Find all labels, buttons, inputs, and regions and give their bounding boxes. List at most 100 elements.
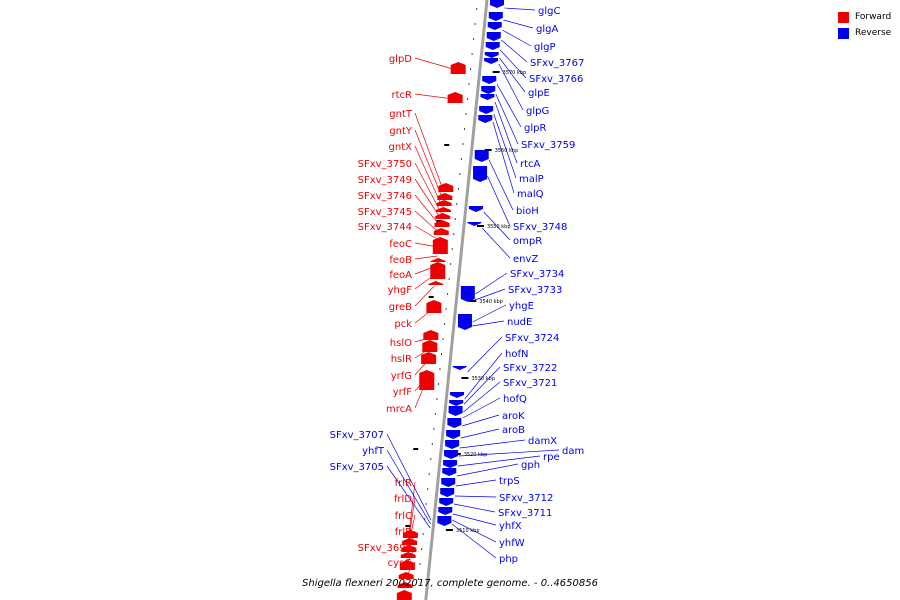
grid-dot [421,548,423,550]
legend-item-forward[interactable]: Forward [838,9,891,25]
reverse-gene-arrow [438,507,453,515]
gene-features [396,0,504,600]
leader-line [472,304,507,323]
grid-dots [418,8,478,580]
reverse-gene-arrow [437,516,452,526]
reverse-gene-arrow [444,450,459,459]
leader-line [481,227,511,259]
grid-dot [467,98,469,100]
leader-line [463,366,501,405]
leader-line [414,112,445,193]
forward-gene-arrow [399,560,415,570]
forward-gene-label: SFxv_3744 [358,222,412,233]
leader-line [456,463,519,477]
tick-label: 3570 kbp [503,70,527,76]
leader-line [472,320,505,327]
grid-dot [451,248,453,250]
gene-labels: glpD rtcR gntT gntY gntX SFxv_3750 SFxv_3749 SF… [330,6,585,569]
reverse-gene-arrow [487,22,502,30]
leader-line [488,159,514,211]
reverse-gene-arrow [467,222,482,226]
forward-gene-arrow [402,530,418,538]
leader-line [414,285,435,307]
reverse-gene-arrow [485,42,500,50]
leader-line [452,513,497,526]
forward-gene-arrow [435,207,451,212]
reverse-gene-label: yhgE [509,301,534,312]
reverse-gene-label: yhfT [362,446,385,457]
grid-dot [431,443,433,445]
forward-gene-arrow [423,330,439,340]
forward-gene-arrow [426,300,442,313]
reverse-gene-label: SFxv_3721 [503,378,557,389]
forward-gene-label: frlD [394,494,412,505]
forward-gene-arrow [436,200,452,206]
grid-dot [440,353,442,355]
tick-label: 3510 kbp [456,528,480,534]
grid-dot [457,188,459,190]
grid-dot [454,218,456,220]
reverse-gene-arrow [450,392,465,398]
forward-gene-arrow [401,545,417,552]
reverse-gene-label: SFxv_3705 [330,462,384,473]
grid-dot [445,308,447,310]
forward-gene-label: mrcA [386,404,412,415]
reverse-gene-label: bioH [516,206,539,217]
grid-dot [460,158,462,160]
leader-line [502,29,532,47]
reverse-gene-label: yhfW [499,538,525,549]
leader-line [483,211,511,241]
reverse-gene-label: SFxv_3748 [513,222,567,233]
forward-gene-label: SFxv_3746 [358,191,412,202]
reverse-gene-label: malP [519,174,544,185]
forward-gene-label: SFxv_3699 [358,543,412,554]
leader-line [414,194,441,227]
grid-dot [422,533,424,535]
grid-dot [436,398,438,400]
reverse-gene-label: ompR [513,236,542,247]
forward-gene-arrow [398,572,414,579]
grid-dot [428,473,430,475]
reverse-gene-arrow [448,406,463,416]
reverse-gene-label: SFxv_3759 [521,140,575,151]
reverse-gene-label: gph [521,460,540,471]
reverse-gene-arrow [484,58,499,64]
grid-dot [439,368,441,370]
forward-gene-label: feoA [389,270,412,281]
leader-line [386,465,431,529]
forward-gene-arrow [438,183,454,192]
forward-gene-label: feoC [389,239,412,250]
leader-line [414,162,442,215]
reverse-gene-arrow [481,86,496,94]
reverse-gene-arrow [447,418,462,428]
grid-dot [430,458,432,460]
reverse-gene-label: SFxv_3711 [498,508,552,519]
genome-caption: Shigella flexneri 2002017, complete geno… [302,578,598,589]
forward-gene-label: frlC [395,511,412,522]
forward-gene-arrow [450,62,466,74]
reverse-gene-label: yhfX [499,521,522,532]
leader-line [414,255,438,260]
forward-gene-label: cysG [388,558,412,569]
forward-gene-label: greB [389,302,412,313]
forward-gene-label: frlR [395,478,412,489]
leader-line [414,225,440,241]
reverse-gene-arrow [468,206,483,212]
forward-gene-arrow [437,193,453,200]
leader-line [408,481,416,537]
grid-dot [465,113,467,115]
legend-item-reverse[interactable]: Reverse [838,25,891,41]
tick-label: 3540 kbp [479,299,503,305]
leader-line [414,93,454,100]
leader-line [496,83,522,128]
grid-dot [470,68,472,70]
grid-dot [476,8,478,10]
leader-line [475,272,508,295]
leader-line [500,49,527,79]
leader-line [487,175,511,227]
forward-gene-arrow [430,258,446,262]
reverse-gene-label: hofQ [503,394,527,405]
reverse-gene-label: damX [528,436,557,447]
grid-dot [450,263,452,265]
grid-dot [433,428,435,430]
